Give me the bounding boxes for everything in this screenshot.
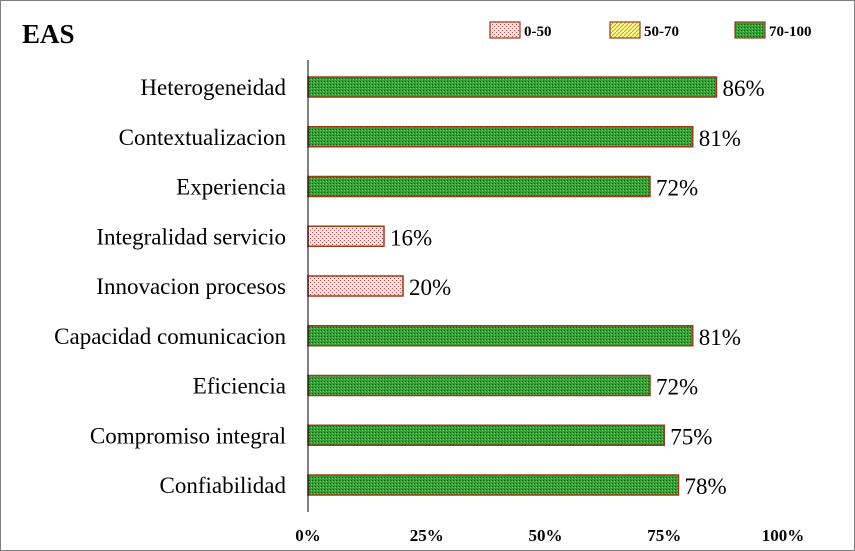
category-label: Innovacion procesos — [96, 274, 286, 299]
x-tick-label: 100% — [762, 526, 805, 545]
x-tick-label: 0% — [295, 526, 321, 545]
legend-item: 0-50 — [489, 21, 552, 40]
value-labels: 86%81%72%16%20%81%72%75%78% — [390, 76, 765, 499]
legend-item: 70-100 — [734, 21, 812, 40]
x-axis-ticks: 0% 25% 50% 75% 100% — [295, 526, 804, 545]
value-label: 20% — [409, 275, 451, 300]
value-label: 81% — [699, 325, 741, 350]
chart-title: EAS — [22, 19, 75, 49]
category-label: Heterogeneidad — [140, 75, 286, 100]
value-label: 75% — [670, 424, 712, 449]
bar — [307, 76, 718, 98]
x-tick-label: 50% — [529, 526, 563, 545]
bar — [307, 325, 694, 347]
legend-swatch — [609, 21, 641, 39]
value-label: 72% — [656, 375, 698, 400]
value-label: 81% — [699, 126, 741, 151]
bar — [307, 175, 651, 198]
category-label: Compromiso integral — [90, 423, 286, 448]
category-label: Integralidad servicio — [96, 224, 286, 249]
bar — [307, 474, 680, 496]
bar — [307, 275, 404, 297]
value-label: 86% — [723, 76, 765, 101]
legend: 0-50 50-70 70-100 — [489, 21, 812, 40]
value-label: 78% — [685, 474, 727, 499]
value-label: 72% — [656, 176, 698, 201]
legend-item: 50-70 — [609, 21, 679, 40]
bar — [307, 225, 385, 247]
x-tick-label: 75% — [647, 526, 681, 545]
bars — [307, 76, 718, 496]
category-label: Capacidad comunicacion — [54, 324, 286, 349]
bar — [307, 424, 665, 446]
bar — [307, 374, 651, 397]
value-label: 16% — [390, 225, 432, 250]
category-label: Eficiencia — [193, 374, 286, 399]
legend-swatch — [734, 21, 766, 39]
category-label: Experiencia — [176, 175, 286, 200]
category-label: Contextualizacion — [119, 125, 287, 150]
legend-swatch — [489, 21, 521, 39]
legend-label: 70-100 — [769, 24, 812, 40]
legend-label: 50-70 — [644, 24, 679, 40]
category-label: Confiabilidad — [160, 473, 287, 498]
x-tick-label: 25% — [410, 526, 444, 545]
legend-label: 0-50 — [524, 24, 552, 40]
bar — [307, 126, 694, 148]
category-labels: Heterogeneidad Contextualizacion Experienc… — [54, 75, 286, 498]
